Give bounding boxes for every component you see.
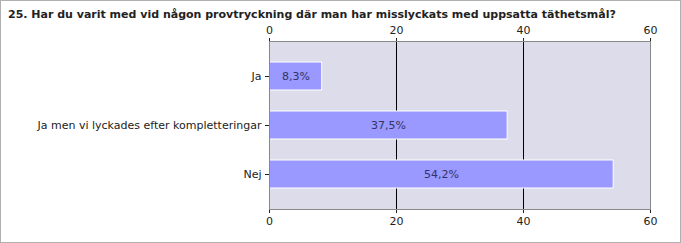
html-text:25. Har du varit med vid någon: 25. Har du varit med vid någon provtryck…	[8, 8, 616, 21]
svg-text:8,3%: 8,3%	[282, 70, 310, 83]
svg-text:0: 0	[266, 24, 273, 37]
svg-text:20: 20	[390, 24, 404, 37]
svg-text:60: 60	[644, 24, 658, 37]
svg-text:40: 40	[517, 215, 531, 228]
svg-text:20: 20	[390, 215, 404, 228]
svg-text:37,5%: 37,5%	[371, 119, 406, 132]
svg-text:0: 0	[266, 215, 273, 228]
svg-text:54,2%: 54,2%	[424, 168, 459, 181]
svg-text:60: 60	[644, 215, 658, 228]
svg-text:Ja: Ja	[251, 70, 262, 83]
svg-text:40: 40	[517, 24, 531, 37]
svg-text:Ja men vi lyckades efter kompl: Ja men vi lyckades efter kompletteringar	[37, 119, 262, 132]
svg-text:Nej: Nej	[243, 168, 261, 181]
